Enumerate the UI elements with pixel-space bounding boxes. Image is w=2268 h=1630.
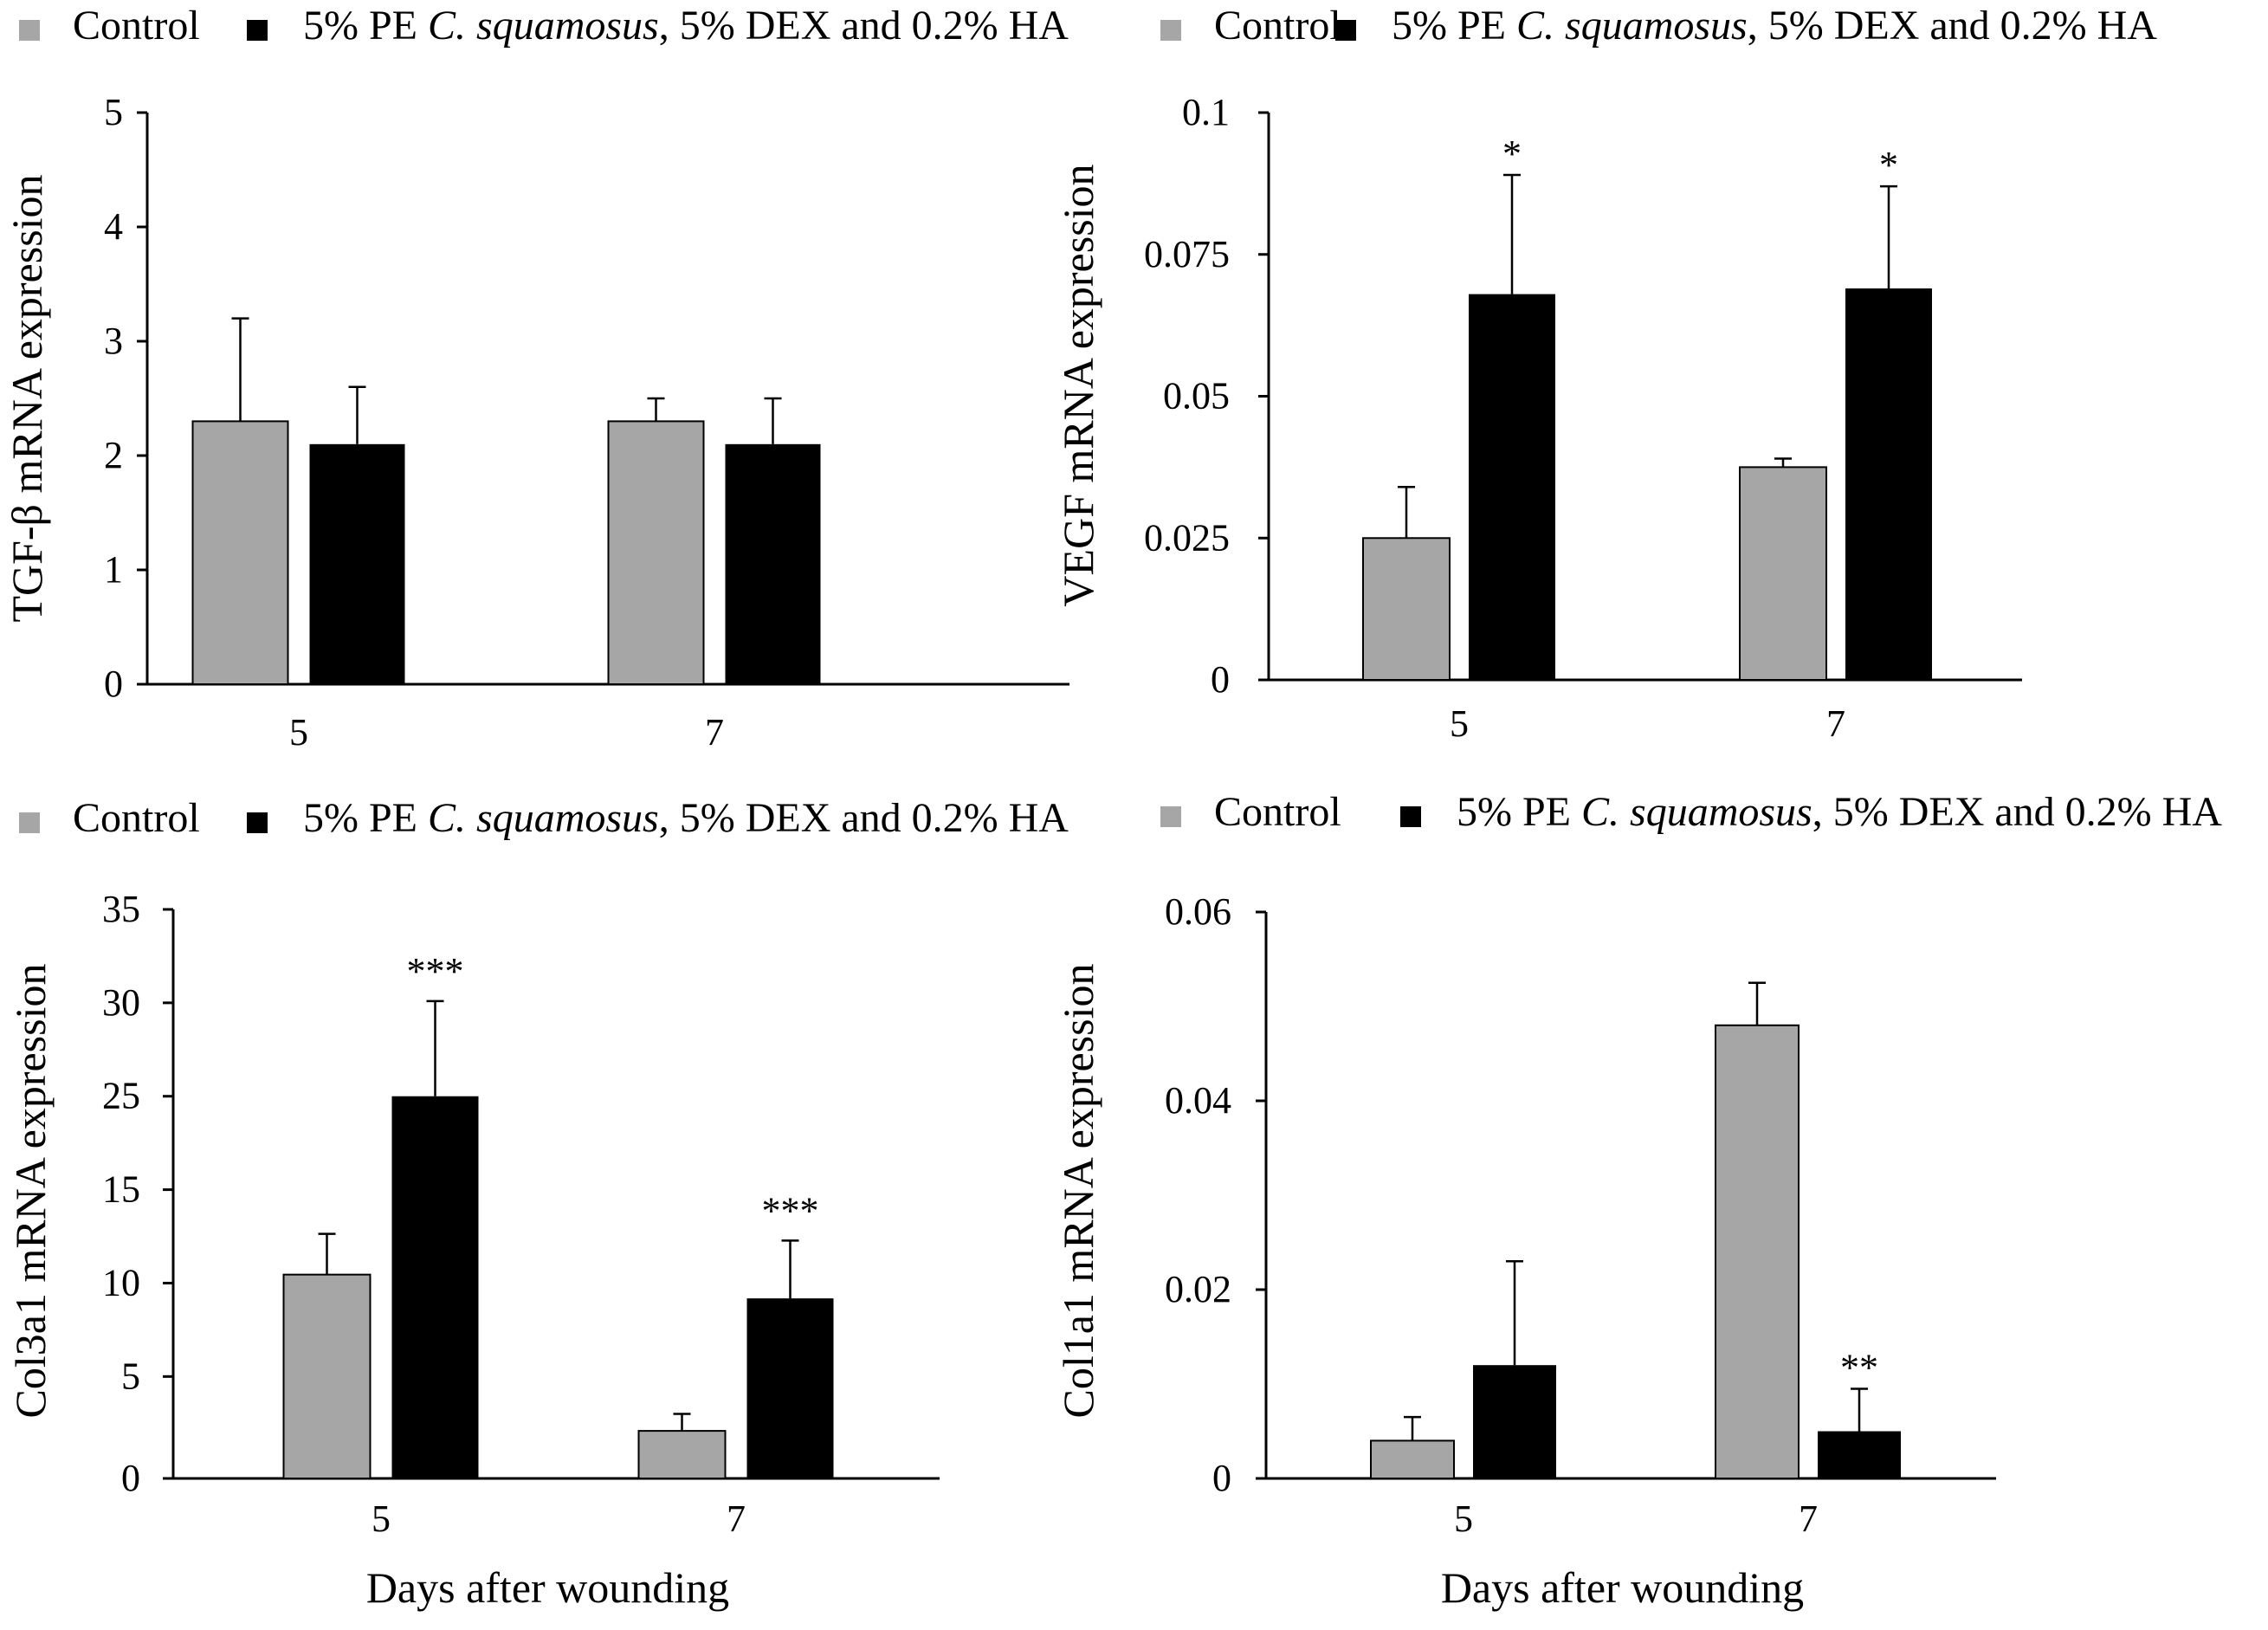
legend-label-treatment: 5% PE C. squamosus, 5% DEX and 0.2% HA bbox=[1457, 789, 2222, 835]
significance-marker: * bbox=[1502, 133, 1522, 175]
y-tick-label: 5 bbox=[104, 91, 123, 133]
legend-swatch-control bbox=[1160, 806, 1181, 827]
legend-label-treatment: 5% PE C. squamosus, 5% DEX and 0.2% HA bbox=[303, 3, 1069, 49]
legend-treatment-prefix: 5% PE bbox=[303, 3, 428, 49]
y-tick-label: 0.02 bbox=[1165, 1268, 1231, 1310]
chart-panel-top-left: Control 5% PE C. squamosus, 5% DEX and 0.… bbox=[3, 3, 1069, 754]
y-axis-title: Col1a1 mRNA expression bbox=[1054, 964, 1102, 1419]
legend-treatment-prefix: 5% PE bbox=[1457, 789, 1581, 835]
legend-swatch-treatment bbox=[247, 20, 268, 41]
x-tick-label: 5 bbox=[289, 711, 308, 754]
y-tick-label: 3 bbox=[104, 320, 123, 362]
legend-label-control: Control bbox=[1214, 3, 1341, 49]
bar-control-day-7 bbox=[637, 1430, 727, 1479]
legend-swatch-treatment bbox=[1400, 806, 1421, 827]
y-tick-label: 0.075 bbox=[1144, 233, 1230, 275]
legend-swatch-control bbox=[1160, 20, 1181, 41]
legend: Control 5% PE C. squamosus, 5% DEX and 0.… bbox=[1160, 3, 2157, 49]
significance-marker: ** bbox=[1840, 1346, 1878, 1388]
legend-treatment-suffix: , 5% DEX and 0.2% HA bbox=[659, 795, 1069, 841]
significance-marker: *** bbox=[762, 1189, 819, 1232]
legend-treatment-species: C. squamosus bbox=[428, 795, 659, 841]
legend-treatment-species: C. squamosus bbox=[1516, 3, 1748, 49]
legend: Control 5% PE C. squamosus, 5% DEX and 0.… bbox=[1160, 789, 2222, 835]
bar-treatment-day-7 bbox=[725, 443, 821, 684]
y-tick-label: 10 bbox=[102, 1261, 140, 1303]
y-tick-label: 0.06 bbox=[1165, 890, 1231, 933]
legend-label-control: Control bbox=[73, 3, 200, 49]
y-tick-label: 15 bbox=[102, 1168, 140, 1211]
y-axis-title: VEGF mRNA expression bbox=[1054, 164, 1102, 606]
y-tick-label: 0 bbox=[1212, 1457, 1231, 1499]
legend-label-treatment: 5% PE C. squamosus, 5% DEX and 0.2% HA bbox=[1392, 3, 2157, 49]
x-tick-label: 5 bbox=[1454, 1497, 1473, 1540]
legend-treatment-suffix: , 5% DEX and 0.2% HA bbox=[1812, 789, 2223, 835]
y-tick-label: 2 bbox=[104, 434, 123, 476]
y-tick-label: 0.025 bbox=[1144, 516, 1230, 559]
y-axis-title: Col3a1 mRNA expression bbox=[6, 964, 55, 1419]
y-tick-label: 0 bbox=[1211, 658, 1230, 701]
y-tick-label: 0.05 bbox=[1163, 375, 1230, 417]
legend-treatment-suffix: , 5% DEX and 0.2% HA bbox=[659, 3, 1069, 49]
significance-marker: * bbox=[1879, 144, 1898, 186]
bar-control-day-5 bbox=[1362, 537, 1451, 681]
y-tick-label: 4 bbox=[104, 205, 123, 248]
x-tick-label: 7 bbox=[1826, 702, 1845, 745]
bar-control-day-5 bbox=[191, 420, 289, 685]
bar-control-day-5 bbox=[1370, 1439, 1455, 1480]
legend: Control 5% PE C. squamosus, 5% DEX and 0.… bbox=[19, 795, 1069, 841]
x-tick-label: 7 bbox=[705, 711, 724, 754]
bar-treatment-day-7 bbox=[746, 1298, 834, 1478]
y-tick-label: 0.04 bbox=[1165, 1079, 1231, 1122]
bar-treatment-day-5 bbox=[391, 1096, 479, 1478]
bar-treatment-day-7 bbox=[1818, 1431, 1901, 1478]
legend-treatment-species: C. squamosus bbox=[1581, 789, 1812, 835]
bar-treatment-day-7 bbox=[1845, 288, 1932, 680]
y-axis-title: TGF-β mRNA expression bbox=[3, 174, 51, 622]
chart-panel-bottom-left: Control 5% PE C. squamosus, 5% DEX and 0.… bbox=[6, 795, 1069, 1612]
y-tick-label: 30 bbox=[102, 981, 140, 1024]
x-axis-title: Days after wounding bbox=[1441, 1563, 1804, 1612]
bar-treatment-day-5 bbox=[1469, 294, 1555, 680]
significance-marker: *** bbox=[407, 950, 464, 993]
x-tick-label: 5 bbox=[1450, 702, 1469, 745]
legend-swatch-control bbox=[19, 20, 40, 41]
x-axis-title: Days after wounding bbox=[366, 1563, 729, 1612]
bar-control-day-5 bbox=[282, 1273, 372, 1480]
y-tick-label: 1 bbox=[104, 548, 123, 591]
bar-control-day-7 bbox=[607, 420, 705, 685]
y-tick-label: 5 bbox=[121, 1355, 140, 1397]
legend-treatment-prefix: 5% PE bbox=[303, 795, 428, 841]
legend-treatment-prefix: 5% PE bbox=[1392, 3, 1516, 49]
legend-treatment-species: C. squamosus bbox=[428, 3, 659, 49]
x-tick-label: 7 bbox=[1799, 1497, 1818, 1540]
chart-panel-top-right: Control 5% PE C. squamosus, 5% DEX and 0.… bbox=[1054, 3, 2157, 745]
y-tick-label: 0 bbox=[121, 1457, 140, 1499]
x-tick-label: 7 bbox=[727, 1497, 746, 1540]
bar-treatment-day-5 bbox=[1473, 1365, 1556, 1478]
bar-treatment-day-5 bbox=[309, 443, 405, 684]
legend: Control 5% PE C. squamosus, 5% DEX and 0.… bbox=[19, 3, 1069, 49]
bar-control-day-7 bbox=[1715, 1024, 1800, 1480]
y-tick-label: 0.1 bbox=[1182, 91, 1230, 133]
chart-panel-bottom-right: Control 5% PE C. squamosus, 5% DEX and 0.… bbox=[1054, 789, 2222, 1612]
y-tick-label: 0 bbox=[104, 663, 123, 705]
legend-swatch-control bbox=[19, 812, 40, 833]
legend-swatch-treatment bbox=[247, 812, 268, 833]
legend-treatment-suffix: , 5% DEX and 0.2% HA bbox=[1748, 3, 2158, 49]
x-tick-label: 5 bbox=[372, 1497, 391, 1540]
legend-label-control: Control bbox=[1214, 789, 1341, 835]
bar-control-day-7 bbox=[1739, 466, 1827, 681]
legend-label-treatment: 5% PE C. squamosus, 5% DEX and 0.2% HA bbox=[303, 795, 1069, 841]
legend-label-control: Control bbox=[73, 795, 200, 841]
y-tick-label: 25 bbox=[102, 1075, 140, 1117]
y-tick-label: 35 bbox=[102, 888, 140, 930]
legend-swatch-treatment bbox=[1335, 20, 1356, 41]
